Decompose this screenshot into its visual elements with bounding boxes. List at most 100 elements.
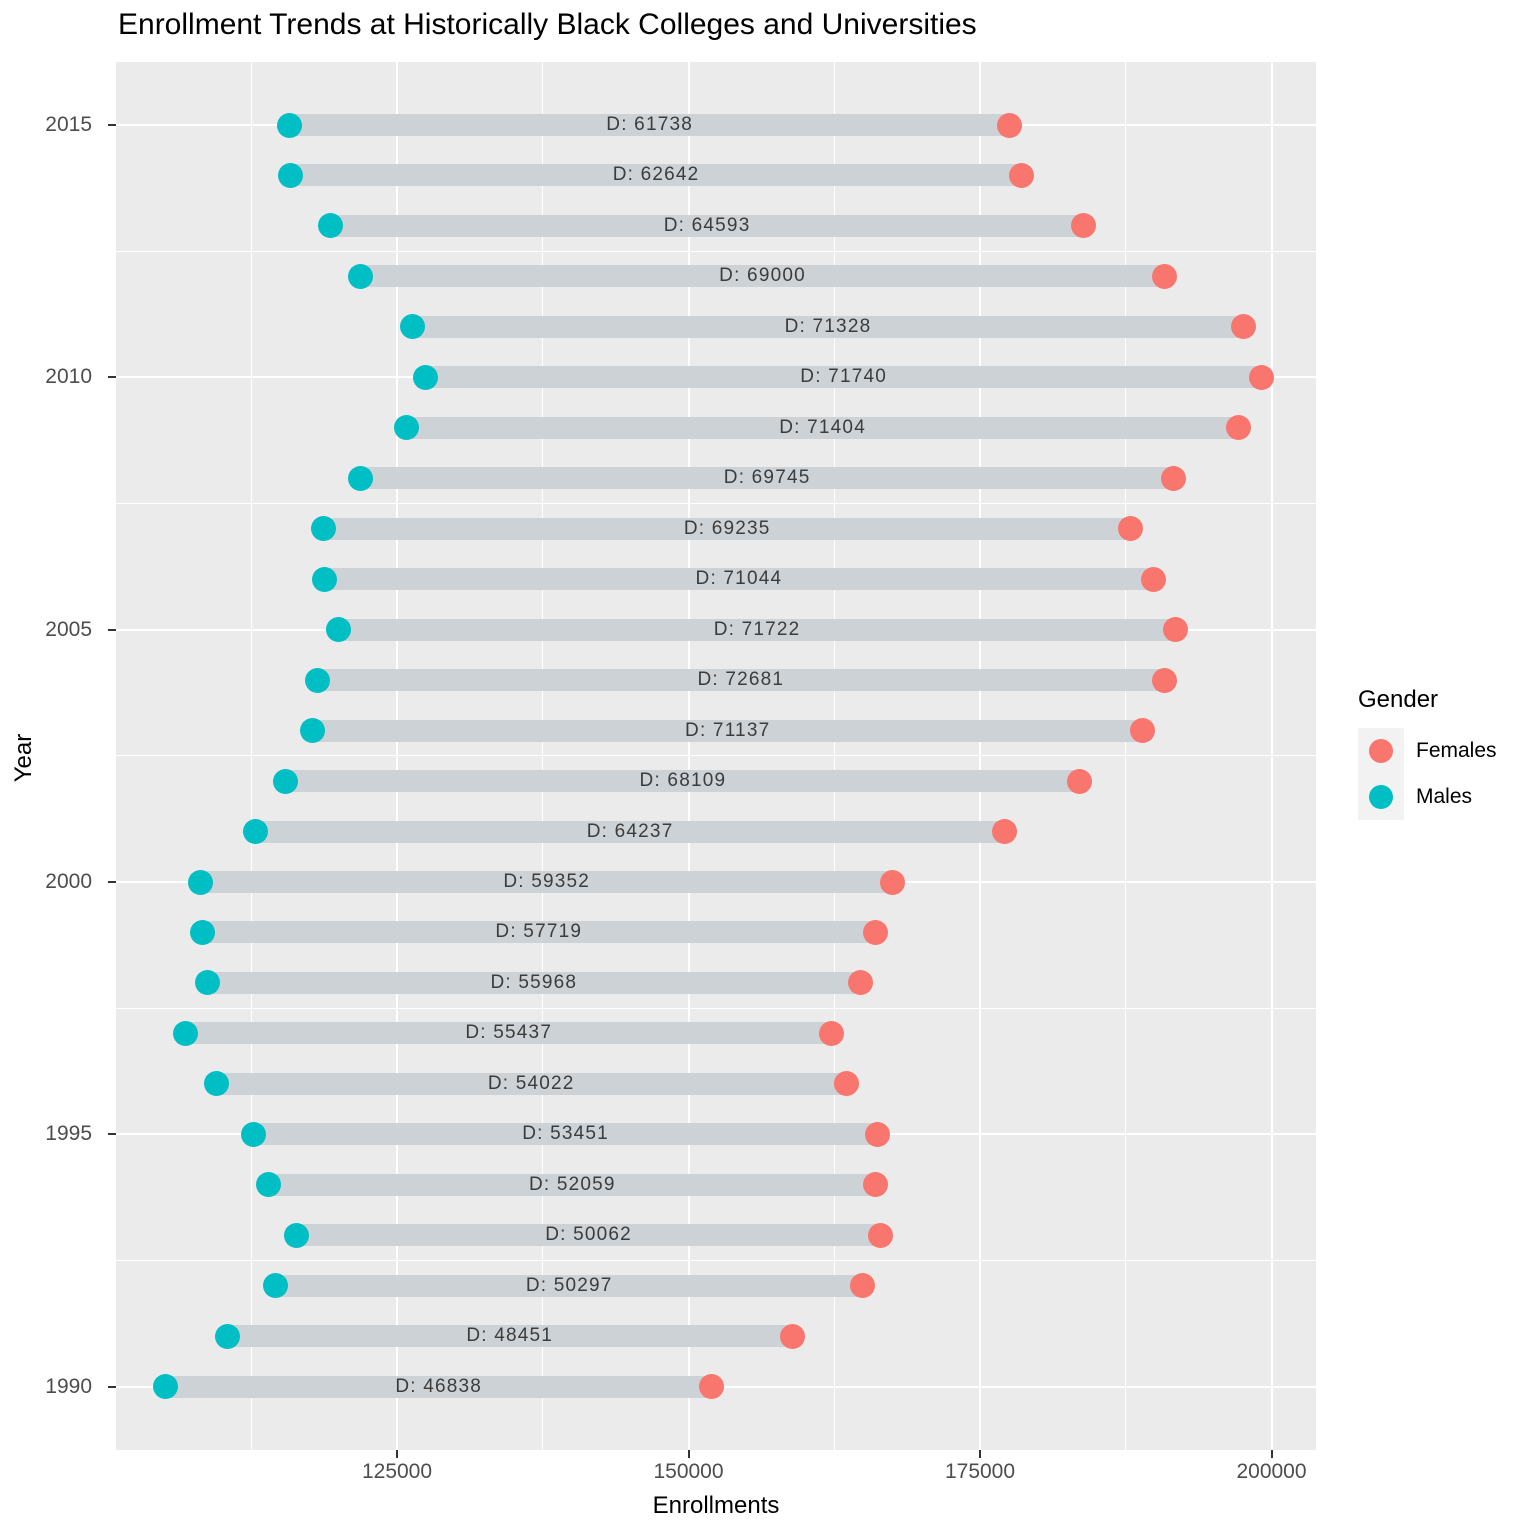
diff-label: D: 71328 (784, 315, 872, 337)
dumbbell-bar (253, 1123, 878, 1146)
diff-label: D: 55968 (490, 971, 578, 993)
dumbbell-bar (317, 669, 1165, 692)
dumbbell-bar (268, 1173, 876, 1196)
female-dot (1162, 617, 1188, 643)
female-dot (779, 1323, 805, 1349)
y-axis-tick (108, 628, 116, 631)
y-axis-tick (108, 1385, 116, 1388)
female-dot (849, 1273, 875, 1299)
diff-label: D: 61738 (606, 114, 694, 135)
x-axis-tick-label: 200000 (1236, 1460, 1307, 1483)
diff-label: D: 68109 (639, 770, 727, 792)
legend-item-males: Males (1358, 774, 1528, 820)
x-axis-tick-label: 150000 (653, 1460, 724, 1483)
minor-gridline-horizontal (116, 755, 1316, 757)
dumbbell-bar (296, 1224, 881, 1247)
legend-label-females: Females (1416, 739, 1497, 762)
male-dot (195, 970, 221, 996)
dumbbell-bar (185, 1022, 832, 1045)
y-axis-tick (108, 376, 116, 379)
female-dot (847, 970, 873, 996)
male-dot (278, 162, 304, 188)
dumbbell-bar (425, 366, 1262, 389)
male-dot (188, 869, 214, 895)
diff-label: D: 50297 (525, 1274, 613, 1296)
male-dot (300, 718, 326, 744)
dumbbell-bar (275, 1274, 863, 1297)
dumbbell-bar (207, 971, 861, 994)
female-dot (699, 1374, 725, 1400)
female-dot (819, 1020, 845, 1046)
dumbbell-bar (312, 719, 1143, 742)
dumbbell-bar (200, 871, 893, 894)
x-axis-tick (687, 1450, 690, 1458)
y-axis-tick-label: 1990 (45, 1374, 92, 1398)
diff-label: D: 50062 (545, 1224, 632, 1246)
diff-label: D: 71740 (800, 366, 888, 388)
female-dot (864, 1121, 890, 1147)
diff-label: D: 64593 (663, 214, 751, 236)
y-axis-tick (108, 1133, 116, 1136)
male-dot (318, 213, 344, 239)
dumbbell-bar (202, 921, 876, 944)
male-dot (304, 667, 330, 693)
diff-label: D: 71137 (685, 719, 771, 741)
y-axis-tick (108, 124, 116, 126)
male-dot (348, 465, 374, 491)
dumbbell-bar (360, 265, 1165, 288)
male-dot (241, 1121, 267, 1147)
major-gridline-vertical (979, 62, 981, 1450)
dumbbell-bar (285, 770, 1080, 793)
male-dot (284, 1222, 310, 1248)
dumbbell-bar (360, 467, 1174, 490)
male-dot (256, 1172, 282, 1198)
male-dot (173, 1020, 199, 1046)
female-dot (1152, 667, 1178, 693)
female-dot (1249, 364, 1275, 390)
diff-label: D: 62642 (612, 164, 700, 186)
legend-key-females (1358, 728, 1404, 774)
y-axis-tick-label: 2010 (45, 365, 92, 389)
female-dot (997, 112, 1023, 138)
diff-label: D: 71722 (713, 618, 801, 640)
female-dot (862, 919, 888, 945)
major-gridline-vertical (687, 62, 690, 1450)
diff-label: D: 69000 (719, 265, 806, 287)
dumbbell-bar (338, 618, 1176, 641)
female-dot (863, 1172, 889, 1198)
male-dot (311, 516, 337, 542)
diff-label: D: 55437 (465, 1022, 553, 1044)
dumbbell-bar (324, 568, 1154, 591)
diff-label: D: 46838 (395, 1375, 483, 1397)
diff-label: D: 69235 (683, 517, 771, 539)
x-axis-tick (1270, 1450, 1273, 1458)
male-dot (312, 566, 338, 592)
females-dot-icon (1369, 739, 1393, 763)
female-dot (1231, 314, 1257, 340)
legend-label-males: Males (1416, 785, 1473, 808)
female-dot (880, 869, 906, 895)
x-axis-title: Enrollments (652, 1492, 780, 1519)
legend-keys: Females Males (1358, 728, 1528, 820)
diff-label: D: 71044 (695, 568, 783, 590)
x-axis-tick-label: 125000 (361, 1460, 433, 1483)
male-dot (347, 263, 373, 289)
dumbbell-bar (289, 114, 1010, 136)
x-axis-tick (396, 1450, 398, 1458)
female-dot (1071, 213, 1097, 239)
diff-label: D: 53451 (522, 1123, 609, 1145)
male-dot (263, 1273, 289, 1299)
female-dot (867, 1222, 893, 1248)
y-axis-tick-label: 2015 (45, 113, 92, 136)
diff-label: D: 48451 (466, 1325, 554, 1347)
legend-item-females: Females (1358, 728, 1528, 774)
dumbbell-bar (216, 1072, 847, 1095)
diff-label: D: 57719 (495, 921, 583, 943)
male-dot (189, 919, 215, 945)
diff-label: D: 71404 (779, 416, 866, 438)
dumbbell-bar (165, 1375, 712, 1398)
male-dot (326, 617, 352, 643)
legend-title: Gender (1358, 686, 1439, 713)
dumbbell-bar (227, 1325, 793, 1348)
minor-gridline-horizontal (116, 1007, 1316, 1009)
